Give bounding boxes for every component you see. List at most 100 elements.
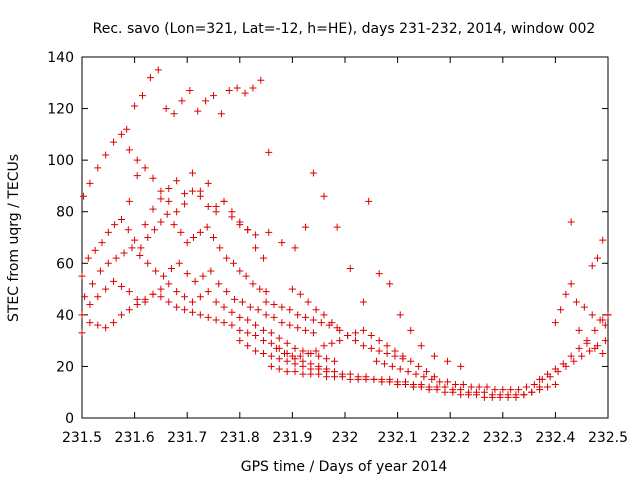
data-point: [141, 164, 149, 172]
data-point: [157, 218, 165, 226]
data-point: [359, 342, 367, 350]
data-point: [141, 221, 149, 229]
data-point: [188, 169, 196, 177]
data-point: [496, 393, 504, 401]
data-point: [580, 303, 588, 311]
series-sat-p: [265, 169, 465, 370]
data-point: [417, 342, 425, 350]
data-point: [373, 357, 381, 365]
data-point: [262, 311, 270, 319]
data-point: [288, 285, 296, 293]
data-point: [352, 329, 360, 337]
data-point: [223, 288, 231, 296]
data-point: [138, 92, 146, 100]
data-point: [325, 321, 333, 329]
data-point: [259, 326, 267, 334]
x-tick-label: 231.6: [115, 430, 155, 446]
data-point: [559, 360, 567, 368]
data-point: [252, 244, 260, 252]
data-point: [249, 84, 257, 92]
data-point: [154, 66, 162, 74]
data-point: [286, 321, 294, 329]
data-point: [430, 373, 438, 381]
data-point: [167, 264, 175, 272]
data-point: [117, 282, 125, 290]
data-point: [304, 350, 312, 358]
data-point: [94, 164, 102, 172]
series-sat-k: [273, 326, 438, 381]
data-point: [133, 301, 141, 309]
data-point: [212, 316, 220, 324]
data-point: [146, 74, 154, 82]
data-point: [188, 298, 196, 306]
data-point: [236, 326, 244, 334]
data-point: [383, 342, 391, 350]
data-point: [210, 92, 217, 100]
data-point: [244, 329, 252, 337]
data-point: [344, 331, 352, 339]
data-point: [330, 373, 338, 381]
data-point: [128, 244, 136, 252]
data-point: [520, 391, 528, 399]
x-tick-label: 231.9: [272, 430, 312, 446]
data-point: [199, 272, 207, 280]
data-point: [163, 210, 171, 218]
data-point: [183, 239, 191, 247]
data-point: [133, 156, 141, 164]
data-point: [475, 383, 483, 391]
data-point: [323, 355, 331, 363]
data-point: [173, 288, 181, 296]
data-point: [202, 97, 210, 105]
data-point: [433, 386, 441, 394]
data-point: [267, 352, 275, 360]
data-point: [203, 223, 211, 231]
data-point: [430, 352, 438, 360]
data-point: [236, 267, 244, 275]
x-tick-label: 231.8: [220, 430, 260, 446]
data-point: [299, 347, 307, 355]
data-point: [204, 203, 212, 211]
data-point: [417, 383, 425, 391]
data-point: [512, 393, 520, 401]
data-point: [98, 239, 106, 247]
y-tick-label: 0: [65, 411, 74, 427]
data-point: [102, 285, 110, 293]
data-point: [296, 290, 304, 298]
data-point: [457, 391, 465, 399]
data-point: [186, 87, 194, 95]
data-point: [204, 179, 212, 187]
data-point: [157, 285, 165, 293]
data-point: [236, 313, 244, 321]
x-tick-label: 232.2: [430, 430, 470, 446]
data-point: [252, 231, 260, 239]
data-point: [175, 259, 183, 267]
data-point: [578, 352, 586, 360]
data-point: [593, 254, 601, 262]
data-point: [131, 102, 139, 110]
data-point: [394, 380, 402, 388]
data-point: [270, 301, 278, 309]
y-tick-label: 80: [56, 205, 74, 221]
data-point: [223, 254, 231, 262]
data-point: [291, 344, 299, 352]
data-point: [401, 380, 409, 388]
data-point: [354, 375, 362, 383]
data-point: [110, 319, 118, 327]
data-point: [575, 326, 583, 334]
data-point: [196, 192, 204, 200]
data-point: [96, 267, 104, 275]
data-point: [125, 306, 133, 314]
data-point: [336, 337, 344, 345]
data-point: [275, 365, 283, 373]
data-point: [551, 380, 559, 388]
data-point: [328, 339, 336, 347]
data-point: [244, 342, 252, 350]
data-point: [317, 319, 325, 327]
data-point: [133, 172, 141, 180]
y-tick-label: 120: [47, 102, 74, 118]
data-point: [283, 357, 291, 365]
data-point: [451, 380, 459, 388]
data-point: [149, 290, 157, 298]
data-point: [89, 280, 97, 288]
data-point: [160, 272, 168, 280]
